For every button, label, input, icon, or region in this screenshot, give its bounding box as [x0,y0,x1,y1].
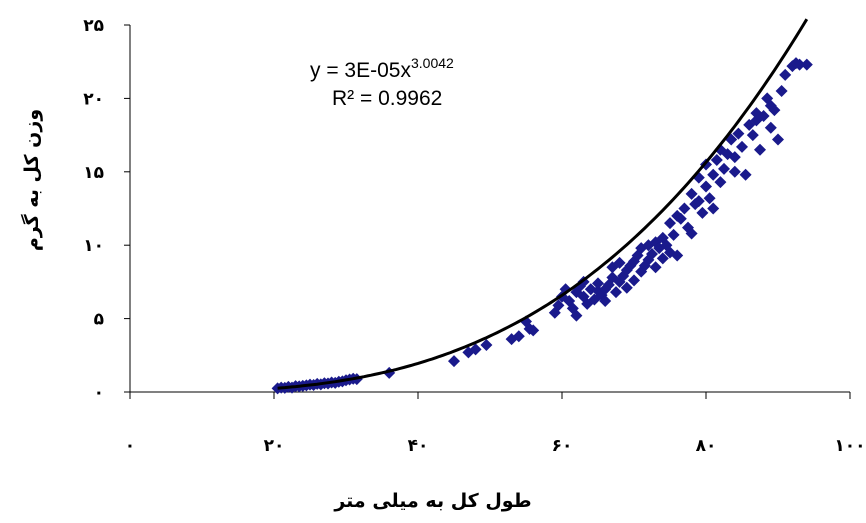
axes [129,25,850,393]
data-point [754,143,766,156]
x-tick-label: ۱۰۰ [834,436,865,456]
data-point [570,309,583,322]
data-point [696,206,709,219]
data-point [768,104,781,117]
data-point [664,217,676,230]
data-point [448,355,460,368]
data-point [599,294,612,307]
data-point [772,133,784,146]
data-point [610,286,622,299]
data-point [703,192,716,205]
trendline-equation: y = 3E-05x3.0042 [310,55,454,82]
r-squared-label: R² = 0.9962 [332,87,442,110]
data-point [793,58,806,71]
data-point [739,168,752,181]
data-point [649,261,662,274]
data-point [480,339,493,352]
data-point [779,68,792,81]
data-point [707,168,720,181]
data-point [667,228,680,241]
data-point [718,162,730,175]
x-tick-label: ۸۰ [696,436,717,456]
data-point [552,299,565,312]
data-point [736,140,748,153]
data-point [664,246,676,259]
data-point [732,127,745,140]
y-tick-label: ۰ [94,383,104,403]
data-point [685,227,698,240]
data-point [746,129,759,142]
data-point [646,248,658,261]
trendline [277,18,809,390]
x-tick-label: ۴۰ [408,436,429,456]
data-point [512,330,525,343]
data-point [707,202,720,215]
data-point [628,255,640,268]
y-axis-ticks: ۰ ۵ ۱۰ ۱۵ ۲۰ ۲۵ [83,16,130,403]
data-point [674,212,687,225]
x-tick-label: ۲۰ [264,436,285,456]
data-point [692,195,705,208]
trendline-equation-base: y = 3E-05x [310,59,411,82]
data-point [469,343,482,356]
y-tick-label: ۱۰ [83,236,104,256]
data-point [656,252,669,265]
data-point [757,110,770,123]
data-point [714,176,727,189]
data-point [710,154,723,167]
data-point [728,151,741,164]
x-axis-ticks: ۰ ۲۰ ۴۰ ۶۰ ۸۰ ۱۰۰ [125,392,866,456]
data-point [678,202,691,215]
y-tick-label: ۱۵ [83,163,104,183]
y-tick-label: ۵ [94,310,104,330]
data-point [700,180,712,193]
data-points [271,57,813,395]
y-tick-label: ۲۵ [83,16,104,36]
data-point [527,324,540,337]
data-point [592,277,604,290]
data-point [728,165,741,178]
x-axis-title: طول کل به میلی متر [333,490,531,512]
data-point [613,256,626,269]
y-tick-label: ۲۰ [83,89,104,109]
x-tick-label: ۶۰ [552,436,573,456]
data-point [620,281,633,294]
y-axis-title: وزن کل به گرم [20,109,43,251]
data-point [775,85,788,98]
trendline-equation-exponent: 3.0042 [411,55,454,71]
data-point [764,121,777,134]
x-tick-label: ۰ [125,436,135,456]
data-point [628,274,640,287]
data-point [685,187,698,200]
data-point [671,249,684,262]
data-point [800,58,813,71]
